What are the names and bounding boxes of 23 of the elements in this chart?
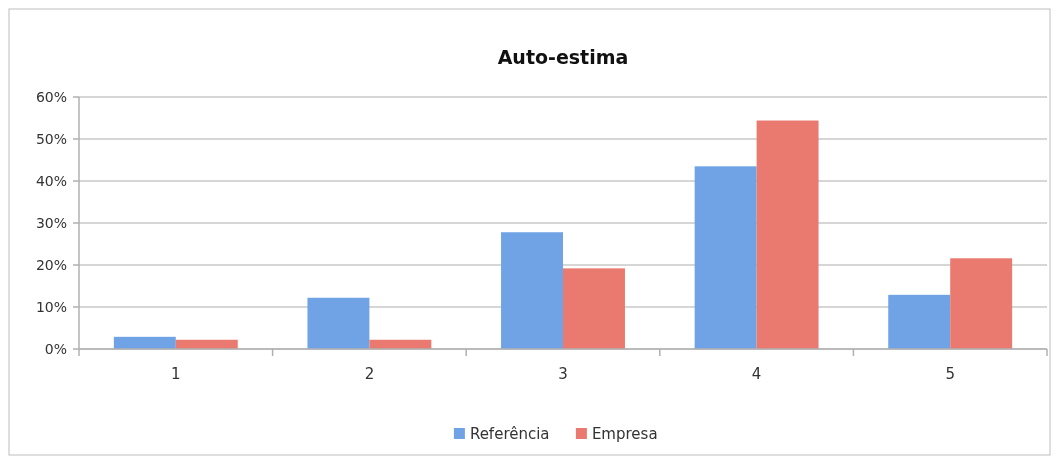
y-tick-label: 10% [35,298,67,315]
x-tick-label: 3 [558,365,568,383]
x-tick-label: 1 [171,365,181,383]
x-tick-label: 5 [945,365,955,383]
bar [501,232,563,349]
bar [563,268,625,349]
bar [950,258,1013,349]
y-tick-label: 0% [44,340,67,357]
bar [888,294,951,349]
x-tick-label: 2 [364,365,375,383]
y-tick-label: 40% [35,172,67,189]
legend-label: Referência [469,425,550,444]
y-tick-label: 50% [35,130,67,147]
y-tick-label: 30% [35,214,67,231]
y-tick-label: 20% [35,256,67,273]
x-tick-label: 4 [751,365,762,383]
bar [694,166,757,349]
bar [756,120,819,349]
legend-label: Empresa [591,425,658,444]
chart-title: Auto-estima [497,46,629,68]
y-tick-label: 60% [35,88,67,105]
bar [307,297,370,349]
bar [113,336,176,349]
